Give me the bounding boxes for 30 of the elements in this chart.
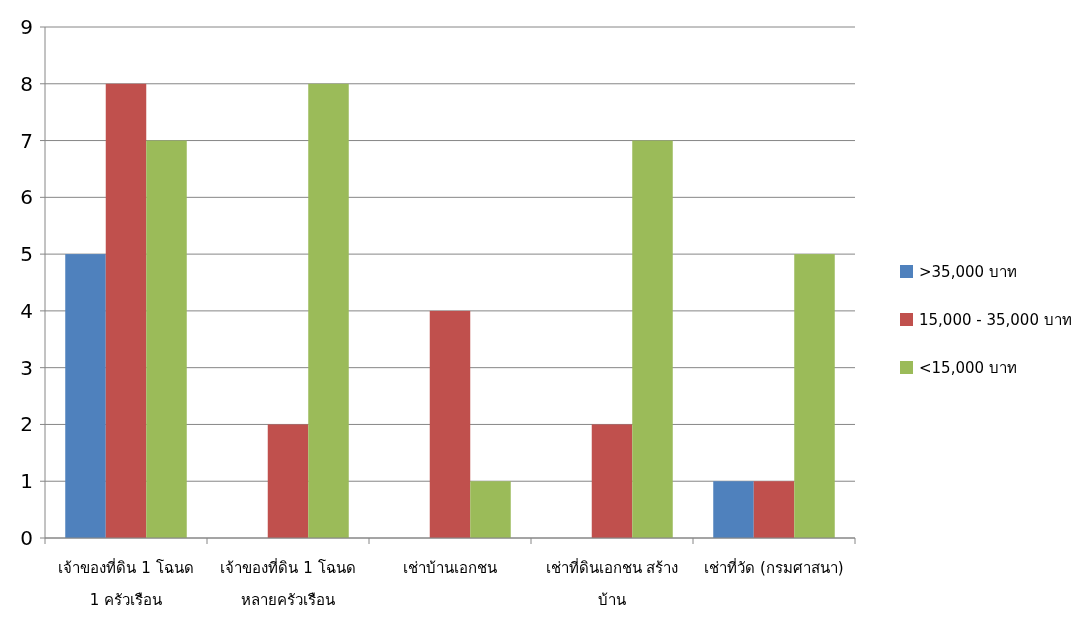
y-tick-label: 2	[20, 412, 33, 437]
y-tick-label: 1	[20, 469, 33, 494]
x-tick-label: เช่าบ้านเอกชน	[403, 559, 497, 577]
bar	[470, 481, 511, 538]
y-tick-label: 3	[20, 355, 33, 380]
y-tick-label: 6	[20, 185, 33, 210]
y-tick-label: 0	[20, 526, 33, 550]
x-tick-label: เจ้าของที่ดิน 1 โฉนด หลายครัวเรือน	[220, 557, 356, 609]
y-tick-label: 5	[20, 242, 33, 267]
y-tick-label: 9	[20, 15, 33, 39]
bar	[308, 83, 349, 538]
bar	[632, 140, 673, 538]
bar	[591, 424, 633, 538]
bar	[267, 424, 309, 538]
y-tick-label: 7	[20, 128, 33, 153]
x-tick-label: เช่าที่วัด (กรมศาสนา)	[704, 557, 844, 577]
x-tick-label: เจ้าของที่ดิน 1 โฉนด 1 ครัวเรือน	[58, 557, 194, 609]
legend-label: 15,000 - 35,000 บาท	[919, 311, 1072, 329]
x-tick-label: เช่าที่ดินเอกชน สร้าง บ้าน	[545, 557, 679, 609]
y-tick-label: 4	[20, 298, 33, 323]
y-tick-label: 8	[20, 71, 33, 96]
bar	[753, 481, 795, 538]
bar	[105, 83, 147, 538]
legend-label: <15,000 บาท	[919, 359, 1017, 377]
bar	[146, 140, 187, 538]
bar	[713, 481, 754, 538]
bar	[794, 254, 835, 538]
bar	[429, 310, 471, 538]
bar	[65, 254, 106, 538]
legend-label: >35,000 บาท	[919, 263, 1017, 281]
